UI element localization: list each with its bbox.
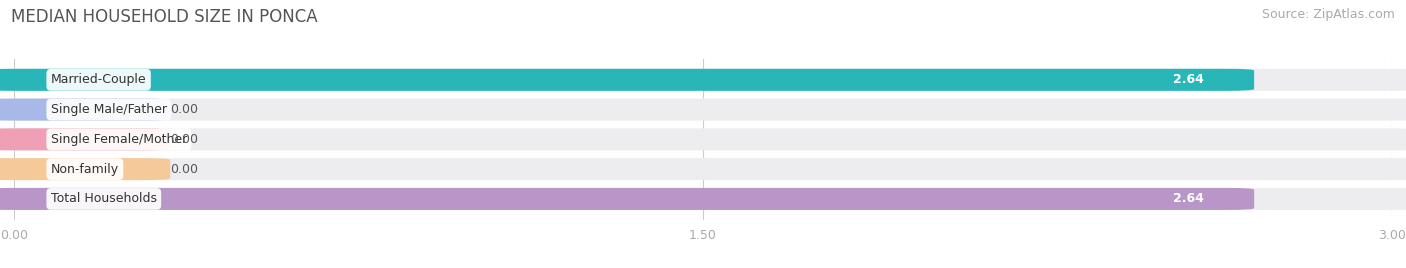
Text: Non-family: Non-family — [51, 163, 120, 176]
FancyBboxPatch shape — [0, 69, 1254, 91]
FancyBboxPatch shape — [0, 158, 1406, 180]
Text: 2.64: 2.64 — [1173, 73, 1204, 86]
Text: MEDIAN HOUSEHOLD SIZE IN PONCA: MEDIAN HOUSEHOLD SIZE IN PONCA — [11, 8, 318, 26]
Text: 0.00: 0.00 — [170, 133, 198, 146]
FancyBboxPatch shape — [0, 158, 170, 180]
Text: 0.00: 0.00 — [170, 103, 198, 116]
FancyBboxPatch shape — [0, 128, 1406, 150]
FancyBboxPatch shape — [0, 188, 1254, 210]
Text: Total Households: Total Households — [51, 192, 157, 205]
FancyBboxPatch shape — [0, 99, 170, 121]
FancyBboxPatch shape — [0, 188, 1406, 210]
Text: Single Female/Mother: Single Female/Mother — [51, 133, 187, 146]
FancyBboxPatch shape — [0, 99, 1406, 121]
Text: Source: ZipAtlas.com: Source: ZipAtlas.com — [1261, 8, 1395, 21]
Text: Married-Couple: Married-Couple — [51, 73, 146, 86]
Text: 2.64: 2.64 — [1173, 192, 1204, 205]
Text: Single Male/Father: Single Male/Father — [51, 103, 167, 116]
Text: 0.00: 0.00 — [170, 163, 198, 176]
FancyBboxPatch shape — [0, 128, 170, 150]
FancyBboxPatch shape — [0, 69, 1406, 91]
